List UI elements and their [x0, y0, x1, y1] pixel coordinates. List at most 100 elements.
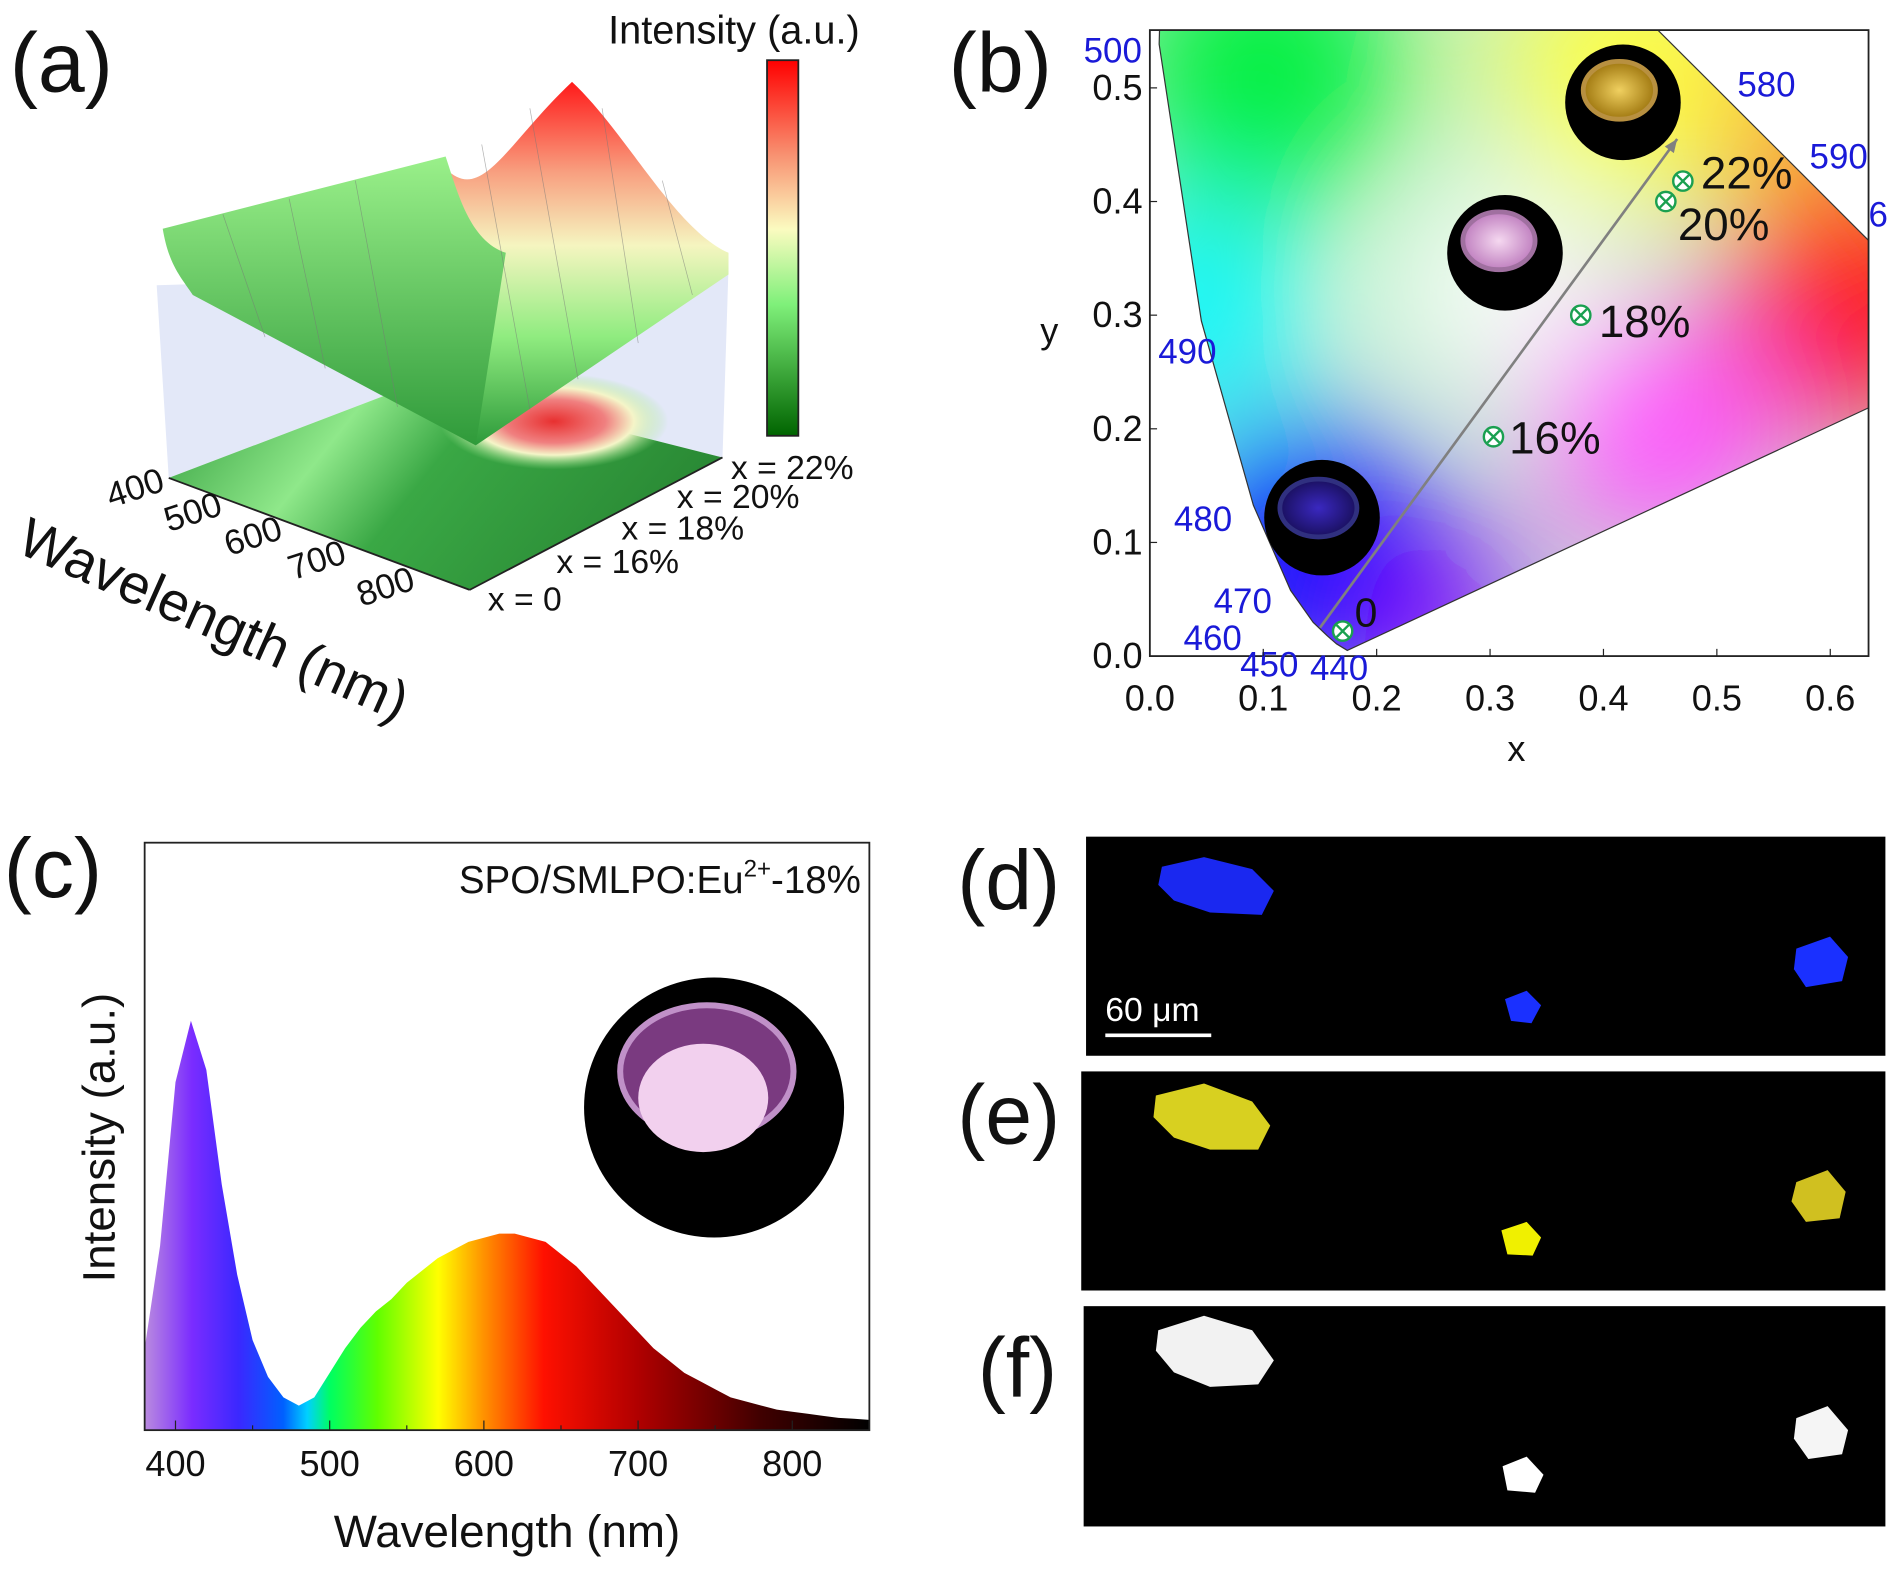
x-tick-label: 600	[454, 1443, 514, 1484]
x-tick-label: 0.0	[1125, 677, 1175, 718]
x-tick-label: 400	[145, 1443, 205, 1484]
panel-label-d: (d)	[957, 833, 1060, 927]
marker-cross	[1486, 429, 1501, 444]
tick-label: x = 22%	[731, 449, 854, 487]
tick-label: x = 20%	[677, 478, 800, 516]
vial-photo-yellow	[1565, 44, 1681, 161]
data-point-label: 0	[1355, 589, 1378, 635]
wavelength-label: 580	[1737, 65, 1795, 104]
y-tick-label: 0.0	[1092, 635, 1142, 676]
tick-label: x = 0	[488, 580, 562, 618]
y-axis-title: y	[1040, 310, 1058, 351]
x-tick-label: 800	[762, 1443, 822, 1484]
colorbar	[766, 59, 800, 437]
marker-cross	[1335, 624, 1350, 638]
tick-label: 600	[219, 509, 286, 564]
legend-main: SPO/SMLPO:Eu	[459, 859, 744, 902]
floor-edge	[168, 477, 471, 591]
particle	[1155, 1315, 1274, 1387]
y-tick-label: 0.1	[1092, 521, 1142, 562]
tick-label: 800	[352, 559, 419, 614]
particle	[1504, 990, 1542, 1024]
particle	[1153, 1083, 1271, 1150]
legend-suffix: -18%	[771, 859, 861, 902]
panel-e: (e)	[957, 1068, 1886, 1291]
data-point-marker	[1482, 425, 1505, 448]
data-point-marker	[1654, 190, 1677, 213]
vial-photo-pink	[1447, 195, 1563, 311]
data-point-marker	[1672, 170, 1694, 192]
panel-label-a: (a)	[10, 15, 113, 109]
x-tick-label: 0.6	[1805, 677, 1855, 718]
marker-cross	[1675, 174, 1690, 188]
inset-vial-photo	[584, 977, 845, 1238]
x-axis-title: x	[1507, 728, 1525, 769]
x-tick-label: 0.1	[1238, 677, 1288, 718]
surface-main	[445, 81, 729, 446]
particle	[1791, 1170, 1846, 1222]
panel-label-c: (c)	[4, 821, 102, 915]
axes-frame	[1148, 29, 1870, 657]
spectrum-area	[144, 1020, 870, 1431]
y-tick-label: 0.4	[1092, 181, 1142, 222]
panel-d: (d) 60 μm	[957, 833, 1886, 1056]
tick-label: x = 18%	[621, 509, 744, 547]
floor-edge	[469, 456, 723, 591]
panel-label-e: (e)	[957, 1068, 1060, 1162]
tick-label: 400	[101, 461, 168, 516]
particle	[1501, 1221, 1542, 1256]
x-tick-label: 0.4	[1578, 677, 1628, 718]
surface-ridge	[162, 156, 506, 446]
x-tick-label: 0.2	[1352, 677, 1402, 718]
particle	[1158, 857, 1274, 915]
data-point-marker	[1331, 620, 1354, 642]
panel-f: (f)	[978, 1306, 1886, 1527]
x-axis-title: Wavelength (nm)	[334, 1506, 681, 1557]
y-tick-label: 0.2	[1092, 408, 1142, 449]
data-point-label: 16%	[1509, 413, 1601, 464]
wavelength-label: 490	[1158, 333, 1216, 372]
particle	[1502, 1456, 1544, 1493]
wavelength-label: 440	[1310, 649, 1368, 688]
x-tick-label: 500	[300, 1443, 360, 1484]
particle	[1793, 1406, 1849, 1460]
panel-c: (c) SPO/SMLPO:Eu2+-18% 400 500 600 700 800 W…	[4, 821, 871, 1557]
axis-ticks: 0.0 0.1 0.2 0.3 0.4 0.5 0.6 0.0 0.1 0.2 0.3 0.4 0.5	[1092, 67, 1855, 718]
wavelength-label: 600	[1869, 195, 1888, 234]
wavelength-label: 460	[1184, 619, 1242, 658]
panel-a: (a) Intensity (a.u.) 400 500 600 700 800…	[10, 8, 860, 733]
data-point-label: 20%	[1678, 199, 1770, 250]
wavelength-label: 450	[1240, 646, 1298, 685]
scale-bar-label: 60 μm	[1105, 991, 1199, 1029]
legend-label: SPO/SMLPO:Eu2+-18%	[459, 855, 861, 902]
axes-frame	[143, 841, 871, 1432]
panel-label-b: (b)	[949, 15, 1052, 109]
data-points: 0 16% 18% 20%22%	[1331, 147, 1793, 642]
data-point-label: 22%	[1701, 147, 1793, 198]
composition-ticks: x = 22% x = 20% x = 18% x = 16% x = 0	[488, 449, 854, 618]
tick-label: x = 16%	[556, 543, 679, 581]
marker-cross	[1658, 194, 1673, 209]
wavelength-label: 480	[1174, 500, 1232, 539]
y-axis-title: Intensity (a.u.)	[74, 993, 125, 1283]
x-tick-label: 0.5	[1692, 677, 1742, 718]
surface-mesh	[222, 108, 693, 410]
data-point-marker	[1569, 304, 1592, 326]
axis-ticks: 400 500 600 700 800	[145, 1420, 870, 1484]
marker-cross	[1573, 308, 1588, 323]
colorbar-title: Intensity (a.u.)	[608, 8, 860, 52]
tick-label: 500	[159, 485, 226, 540]
arrow-head	[1664, 139, 1678, 154]
vial-photo-blue	[1264, 459, 1380, 576]
y-tick-label: 0.5	[1092, 67, 1142, 108]
particle	[1793, 936, 1849, 988]
x-tick-label: 700	[608, 1443, 668, 1484]
spectral-locus	[1158, 30, 1869, 652]
trend-arrow	[1318, 138, 1679, 629]
panel-label-f: (f)	[978, 1320, 1058, 1414]
wavelength-label: 500	[1084, 32, 1142, 71]
wavelength-label: 470	[1214, 582, 1272, 621]
x-tick-label: 0.3	[1465, 677, 1515, 718]
